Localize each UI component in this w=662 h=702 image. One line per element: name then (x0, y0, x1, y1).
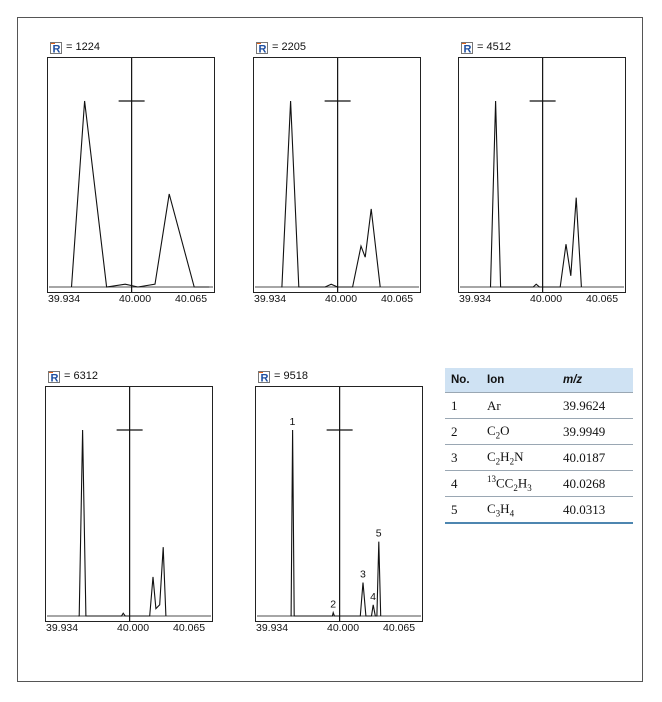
spectrum-panel-3: R = 4512 39.934 40.000 40.065 (458, 40, 630, 310)
x-tick-label: 40.000 (327, 622, 360, 634)
peak-label-5: 5 (376, 528, 382, 540)
cell-no: 4 (445, 470, 481, 497)
peak-label-2: 2 (330, 599, 336, 611)
spectrum-panel-4: R = 6312 39.934 40.000 40.065 (45, 369, 217, 639)
x-tick-label: 40.000 (530, 293, 563, 305)
x-tick-label: 39.934 (254, 293, 287, 305)
plot-area (45, 386, 213, 622)
table-row: 5 C3H4 40.0313 (445, 496, 633, 524)
peak-label-4: 4 (370, 591, 376, 603)
table-row: 1 Ar 39.9624 (445, 392, 633, 419)
spectrum-panel-1: R = 1224 39.934 40.000 40.065 (47, 40, 219, 310)
x-tick-label: 40.065 (381, 293, 414, 305)
resolution-r-icon: R (256, 42, 268, 54)
x-tick-label: 40.065 (173, 622, 206, 634)
resolution-label: = 1224 (66, 41, 100, 53)
panel-header: R = 4512 (458, 40, 630, 56)
cell-no: 3 (445, 444, 481, 471)
cell-mz: 40.0187 (557, 444, 633, 471)
x-tick-label: 39.934 (256, 622, 289, 634)
resolution-label: = 2205 (272, 41, 306, 53)
cell-no: 1 (445, 392, 481, 419)
plot-area (458, 57, 626, 293)
resolution-label: = 4512 (477, 41, 511, 53)
spectrum-line (290, 429, 382, 617)
cell-mz: 39.9949 (557, 418, 633, 445)
spectrum-panel-2: R = 2205 39.934 40.000 40.065 (253, 40, 425, 310)
table-row: 4 13CC2H3 40.0268 (445, 470, 633, 497)
table-row: 3 C2H2N 40.0187 (445, 444, 633, 471)
col-header-mz: m/z (557, 368, 633, 393)
resolution-r-icon: R (461, 42, 473, 54)
peak-label-1: 1 (290, 416, 296, 428)
spectrum-line (70, 100, 210, 288)
svg-text:R: R (259, 44, 267, 54)
panel-header: R = 2205 (253, 40, 425, 56)
cell-ion: C2H2N (481, 444, 557, 471)
spectrum-line (281, 100, 381, 288)
x-tick-label: 40.065 (175, 293, 208, 305)
col-header-no: No. (445, 368, 481, 393)
cell-ion: C3H4 (481, 496, 557, 524)
ion-table: No. Ion m/z 1 Ar 39.9624 2 C2O 39.9949 3 C2H2N 4… (445, 368, 633, 524)
cell-mz: 40.0313 (557, 496, 633, 524)
cell-no: 5 (445, 496, 481, 524)
cell-mz: 39.9624 (557, 392, 633, 419)
table-row: 2 C2O 39.9949 (445, 418, 633, 445)
svg-text:R: R (51, 373, 59, 383)
resolution-label: = 9518 (274, 370, 308, 382)
plot-area (47, 57, 215, 293)
panel-header: R = 9518 (255, 369, 427, 385)
x-tick-label: 40.065 (586, 293, 619, 305)
cell-ion: C2O (481, 418, 557, 445)
cell-no: 2 (445, 418, 481, 445)
table-header-row: No. Ion m/z (445, 368, 633, 393)
panel-header: R = 6312 (45, 369, 217, 385)
resolution-r-icon: R (258, 371, 270, 383)
cell-ion: Ar (481, 392, 557, 419)
spectrum-line (489, 100, 582, 288)
x-tick-label: 39.934 (459, 293, 492, 305)
resolution-r-icon: R (50, 42, 62, 54)
col-header-ion: Ion (481, 368, 557, 393)
cell-mz: 40.0268 (557, 470, 633, 497)
svg-text:R: R (53, 44, 61, 54)
x-tick-label: 39.934 (46, 622, 79, 634)
x-tick-label: 40.000 (119, 293, 152, 305)
x-tick-label: 40.065 (383, 622, 416, 634)
spectrum-line (78, 429, 167, 617)
panel-header: R = 1224 (47, 40, 219, 56)
svg-text:R: R (464, 44, 472, 54)
x-tick-label: 40.000 (325, 293, 358, 305)
resolution-label: = 6312 (64, 370, 98, 382)
svg-text:R: R (261, 373, 269, 383)
x-tick-label: 39.934 (48, 293, 81, 305)
ion-table-body: 1 Ar 39.9624 2 C2O 39.9949 3 C2H2N 40.0187 4 13CC2… (445, 392, 633, 524)
resolution-r-icon: R (48, 371, 60, 383)
x-tick-label: 40.000 (117, 622, 150, 634)
plot-area (253, 57, 421, 293)
peak-label-3: 3 (360, 569, 366, 581)
cell-ion: 13CC2H3 (481, 470, 557, 497)
